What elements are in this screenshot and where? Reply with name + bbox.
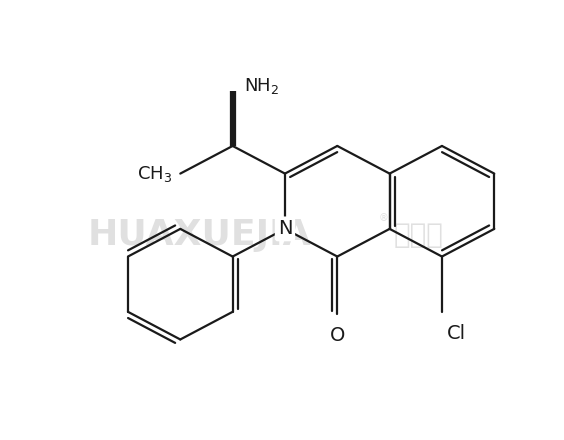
Text: ®: ® [379,213,389,223]
Text: 化学加: 化学加 [394,221,443,249]
Text: CH$_3$: CH$_3$ [137,164,173,183]
Text: O: O [329,326,345,345]
Text: Cl: Cl [447,324,466,343]
Text: NH$_2$: NH$_2$ [244,76,280,96]
Text: N: N [277,220,292,238]
Text: HUAXUEJIA: HUAXUEJIA [87,218,311,252]
